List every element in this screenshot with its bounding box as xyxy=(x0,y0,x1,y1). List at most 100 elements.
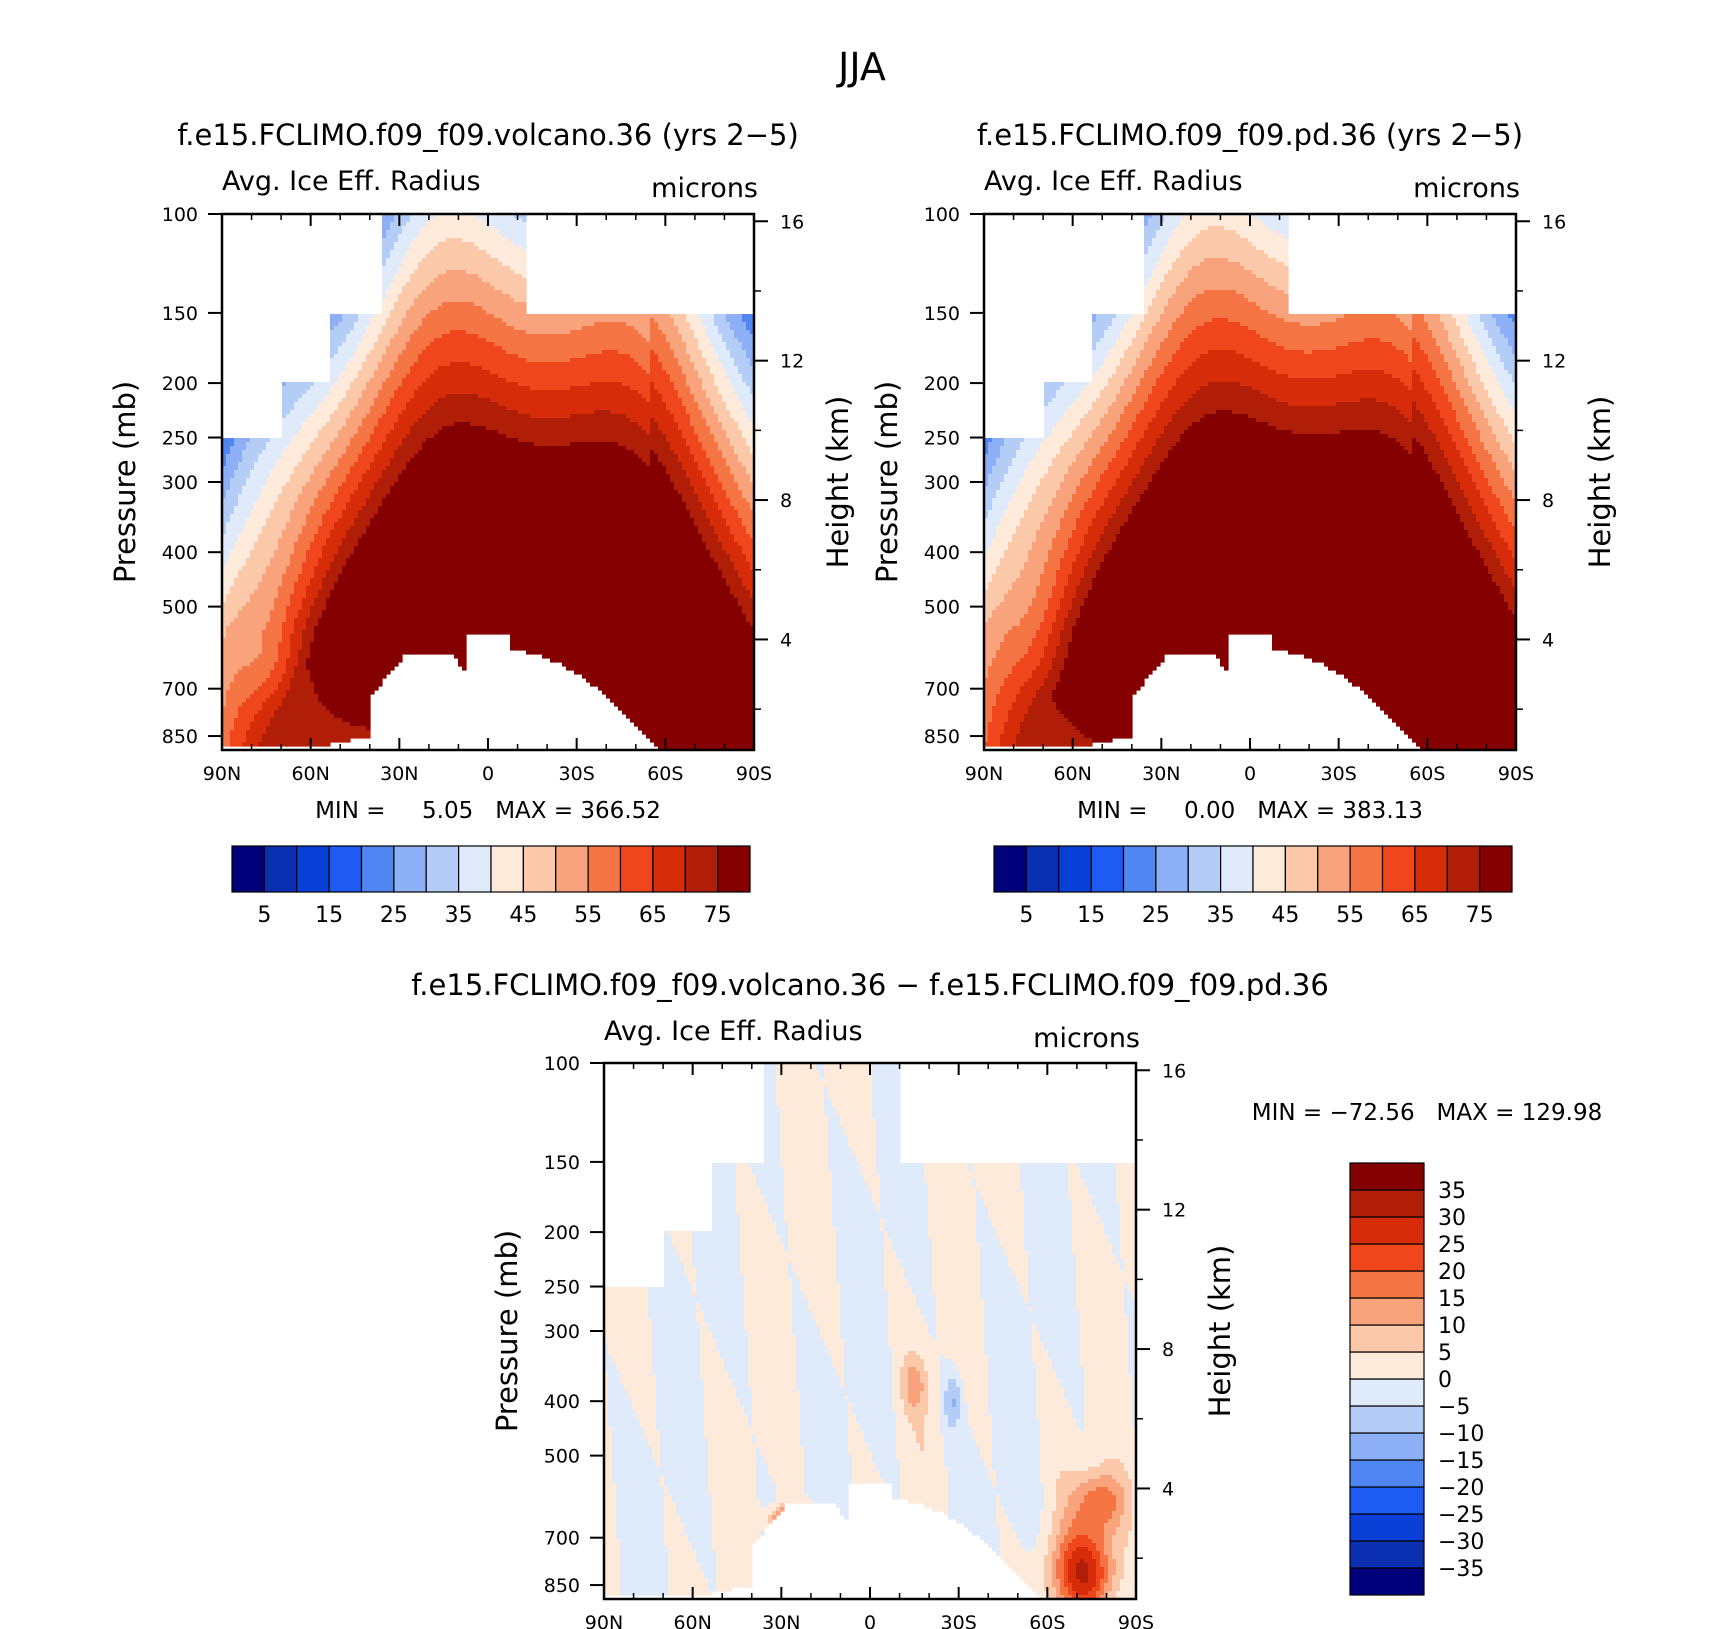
contour-cell xyxy=(418,426,423,431)
contour-cell xyxy=(390,646,395,651)
contour-cell xyxy=(266,486,271,491)
contour-cell xyxy=(322,618,327,623)
contour-cell xyxy=(350,694,355,699)
contour-cell xyxy=(302,494,307,499)
contour-cell xyxy=(294,630,299,635)
contour-cell xyxy=(414,362,419,367)
contour-cell xyxy=(278,542,283,547)
contour-cell xyxy=(394,566,399,571)
contour-cell xyxy=(342,418,347,423)
contour-cell xyxy=(362,470,367,475)
contour-cell xyxy=(238,494,243,499)
contour-cell xyxy=(346,602,351,607)
contour-cell xyxy=(346,378,351,383)
contour-cell xyxy=(274,510,279,515)
contour-cell xyxy=(414,238,419,243)
contour-cell xyxy=(262,582,267,587)
contour-cell xyxy=(306,518,311,523)
contour-cell xyxy=(254,570,259,575)
contour-cell xyxy=(346,314,351,319)
contour-cell xyxy=(250,506,255,511)
contour-cell xyxy=(282,534,287,539)
contour-cell xyxy=(422,650,427,655)
contour-cell xyxy=(330,606,335,611)
contour-cell xyxy=(262,522,267,527)
contour-cell xyxy=(374,338,379,343)
contour-cell xyxy=(362,734,367,739)
contour-cell xyxy=(226,482,231,487)
contour-cell xyxy=(254,578,259,583)
contour-cell xyxy=(334,446,339,451)
contour-cell xyxy=(382,666,387,671)
contour-cell xyxy=(410,394,415,399)
contour-cell xyxy=(318,674,323,679)
contour-cell xyxy=(242,674,247,679)
contour-cell xyxy=(358,514,363,519)
contour-cell xyxy=(422,514,427,519)
contour-cell xyxy=(290,610,295,615)
contour-cell xyxy=(222,738,227,743)
contour-cell xyxy=(342,450,347,455)
contour-cell xyxy=(330,738,335,743)
contour-cell xyxy=(346,374,351,379)
contour-cell xyxy=(330,686,335,691)
contour-cell xyxy=(258,554,263,559)
contour-cell xyxy=(270,470,275,475)
contour-cell xyxy=(370,622,375,627)
contour-cell xyxy=(246,738,251,743)
contour-cell xyxy=(346,442,351,447)
contour-cell xyxy=(382,374,387,379)
contour-cell xyxy=(230,598,235,603)
contour-cell xyxy=(358,358,363,363)
contour-cell xyxy=(298,566,303,571)
contour-cell xyxy=(298,494,303,499)
contour-cell xyxy=(362,482,367,487)
contour-cell xyxy=(414,566,419,571)
contour-cell xyxy=(250,510,255,515)
contour-cell xyxy=(394,582,399,587)
contour-cell xyxy=(390,242,395,247)
contour-cell xyxy=(350,406,355,411)
contour-cell xyxy=(318,430,323,435)
contour-cell xyxy=(330,702,335,707)
contour-cell xyxy=(338,430,343,435)
contour-cell xyxy=(414,446,419,451)
contour-cell xyxy=(250,558,255,563)
contour-cell xyxy=(302,434,307,439)
contour-cell xyxy=(290,434,295,439)
contour-cell xyxy=(394,226,399,231)
contour-cell xyxy=(418,394,423,399)
contour-cell xyxy=(230,662,235,667)
contour-cell xyxy=(350,478,355,483)
contour-cell xyxy=(382,382,387,387)
contour-cell xyxy=(418,218,423,223)
contour-cell xyxy=(402,514,407,519)
contour-cell xyxy=(330,730,335,735)
contour-cell xyxy=(258,714,263,719)
contour-cell xyxy=(414,226,419,231)
contour-cell xyxy=(390,610,395,615)
contour-cell xyxy=(298,694,303,699)
contour-cell xyxy=(290,426,295,431)
contour-cell xyxy=(222,526,227,531)
contour-cell xyxy=(322,682,327,687)
contour-cell xyxy=(262,690,267,695)
contour-cell xyxy=(326,462,331,467)
contour-cell xyxy=(314,454,319,459)
contour-cell xyxy=(426,426,431,431)
contour-cell xyxy=(398,298,403,303)
contour-cell xyxy=(410,574,415,579)
contour-cell xyxy=(290,642,295,647)
contour-cell xyxy=(262,590,267,595)
contour-cell xyxy=(326,542,331,547)
contour-cell xyxy=(402,554,407,559)
contour-cell xyxy=(274,490,279,495)
contour-cell xyxy=(422,538,427,543)
contour-cell xyxy=(350,450,355,455)
contour-cell xyxy=(394,394,399,399)
contour-cell xyxy=(286,610,291,615)
contour-cell xyxy=(398,522,403,527)
contour-cell xyxy=(402,346,407,351)
contour-cell xyxy=(286,446,291,451)
contour-cell xyxy=(314,506,319,511)
